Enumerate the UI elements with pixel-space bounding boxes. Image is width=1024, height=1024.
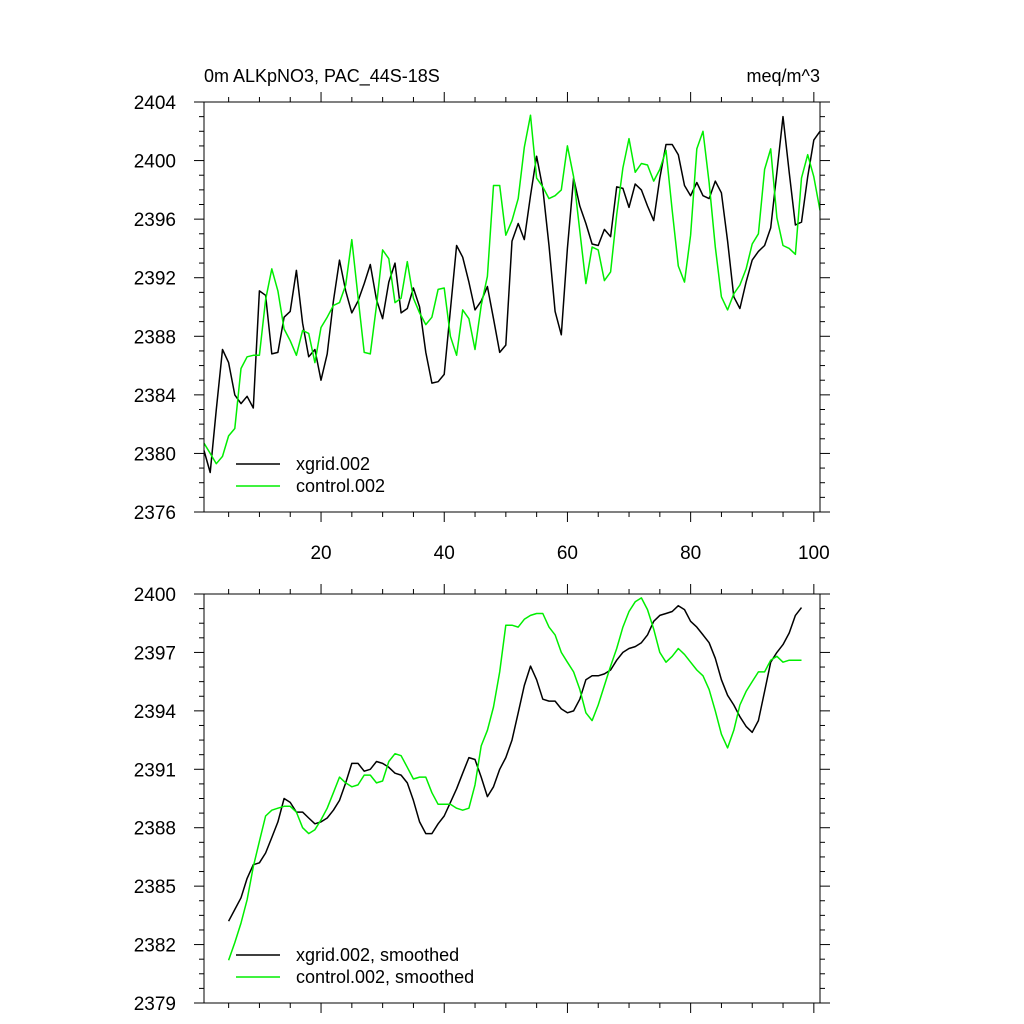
series-line-control-002: [203, 114, 821, 465]
y-tick-label: 2394: [134, 702, 177, 723]
top-axis-ticks: 2376 2380 2384 2388 2392 2396 2400 2404 20 40 60 80…: [134, 92, 830, 564]
y-tick-label: 2376: [134, 503, 176, 524]
legend-label-control: control.002: [296, 476, 385, 496]
y-tick-label: 2384: [134, 386, 177, 407]
y-tick-label: 2379: [134, 994, 176, 1015]
series-line-xgrid-002: [203, 115, 821, 474]
panel-bottom: 2379 2382 2385 2388 2391 2394 2397 2400 xgrid.0…: [134, 584, 830, 1015]
x-tick-label: 60: [557, 543, 578, 564]
y-tick-label: 2385: [134, 877, 176, 898]
y-tick-label: 2388: [134, 327, 176, 348]
bottom-legend: xgrid.002, smoothed control.002, smoothe…: [236, 945, 474, 987]
legend-label-xgrid: xgrid.002: [296, 454, 370, 474]
x-tick-label: 80: [680, 543, 701, 564]
bottom-plot-frame: [203, 593, 821, 1004]
series-line-control-002-smoothed: [227, 597, 802, 961]
y-tick-label: 2380: [134, 444, 176, 465]
top-panel-units: meq/m^3: [747, 66, 820, 86]
y-tick-label: 2391: [134, 760, 176, 781]
y-tick-label: 2397: [134, 643, 176, 664]
y-tick-label: 2404: [134, 93, 177, 114]
x-tick-label: 20: [310, 543, 331, 564]
bottom-series: [227, 597, 803, 961]
y-tick-label: 2392: [134, 269, 176, 290]
y-tick-label: 2388: [134, 819, 176, 840]
legend-label-control-smoothed: control.002, smoothed: [296, 967, 474, 987]
y-tick-label: 2382: [134, 936, 176, 957]
top-plot-frame: [203, 101, 821, 513]
top-panel-title: 0m ALKpNO3, PAC_44S-18S: [204, 66, 440, 87]
y-tick-label: 2400: [134, 152, 176, 173]
series-line-xgrid-002-smoothed: [227, 604, 803, 922]
y-tick-label: 2396: [134, 210, 176, 231]
bottom-axis-ticks: 2379 2382 2385 2388 2391 2394 2397 2400: [134, 584, 830, 1015]
legend-label-xgrid-smoothed: xgrid.002, smoothed: [296, 945, 459, 965]
top-legend: xgrid.002 control.002: [236, 454, 385, 496]
y-tick-label: 2400: [134, 585, 176, 606]
panel-top: 0m ALKpNO3, PAC_44S-18S meq/m^3 2376 2380…: [134, 66, 830, 564]
top-series: [203, 114, 821, 474]
x-tick-label: 100: [798, 543, 830, 564]
x-tick-label: 40: [434, 543, 455, 564]
